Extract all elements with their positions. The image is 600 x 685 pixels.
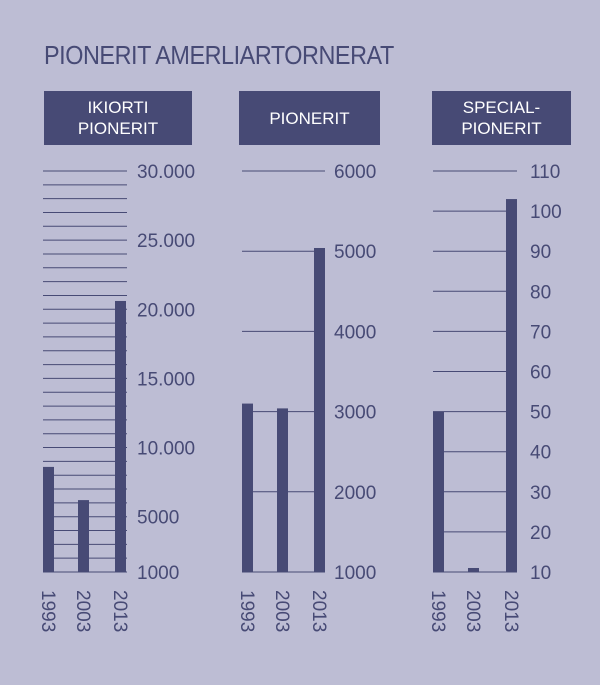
y-tick-label: 2000 [334, 483, 376, 504]
x-tick-label: 1993 [37, 590, 58, 632]
bar-2013 [115, 300, 126, 572]
bar-1993 [43, 466, 54, 572]
y-tick-label: 90 [530, 242, 551, 263]
y-tick-label: 40 [530, 443, 551, 464]
y-tick-label: 5000 [334, 242, 376, 263]
x-tick-label: 2013 [308, 590, 329, 632]
bar-2013 [314, 247, 325, 572]
y-tick-label: 80 [530, 282, 551, 303]
y-tick-label: 30 [530, 483, 551, 504]
y-tick-label: 6000 [334, 162, 376, 183]
x-tick-label: 1993 [427, 590, 448, 632]
y-tick-label: 60 [530, 363, 551, 384]
y-tick-label: 1000 [334, 563, 376, 584]
y-tick-label: 20 [530, 523, 551, 544]
y-tick-label: 3000 [334, 403, 376, 424]
bar-1993 [433, 411, 444, 572]
y-tick-label: 25.000 [137, 231, 195, 252]
y-tick-label: 20.000 [137, 300, 195, 321]
x-tick-label: 1993 [236, 590, 257, 632]
x-tick-label: 2003 [462, 590, 483, 632]
x-tick-label: 2013 [500, 590, 521, 632]
bar-2013 [506, 199, 517, 572]
y-tick-label: 1000 [137, 563, 179, 584]
chart-title: PIONERIT AMERLIARTORNERAT [44, 40, 394, 70]
y-tick-label: 15.000 [137, 369, 195, 390]
x-tick-label: 2013 [109, 590, 130, 632]
x-tick-label: 2003 [72, 590, 93, 632]
y-tick-label: 110 [530, 162, 560, 183]
y-tick-label: 50 [530, 403, 551, 424]
bar-2003 [78, 500, 89, 572]
panel-header-ikiorti-pionerit: IKIORTI PIONERIT [44, 91, 192, 145]
panel-header-special-pionerit: SPECIAL- PIONERIT [432, 91, 571, 145]
y-tick-label: 100 [530, 202, 562, 223]
y-tick-label: 10 [530, 563, 551, 584]
x-tick-label: 2003 [271, 590, 292, 632]
bar-1993 [242, 403, 253, 572]
panel-header-pionerit: PIONERIT [239, 91, 380, 145]
y-tick-label: 5000 [137, 508, 179, 529]
y-tick-label: 70 [530, 322, 551, 343]
y-tick-label: 10.000 [137, 439, 195, 460]
bar-2003 [468, 567, 479, 572]
y-tick-label: 4000 [334, 322, 376, 343]
bar-2003 [277, 408, 288, 572]
y-tick-label: 30.000 [137, 162, 195, 183]
